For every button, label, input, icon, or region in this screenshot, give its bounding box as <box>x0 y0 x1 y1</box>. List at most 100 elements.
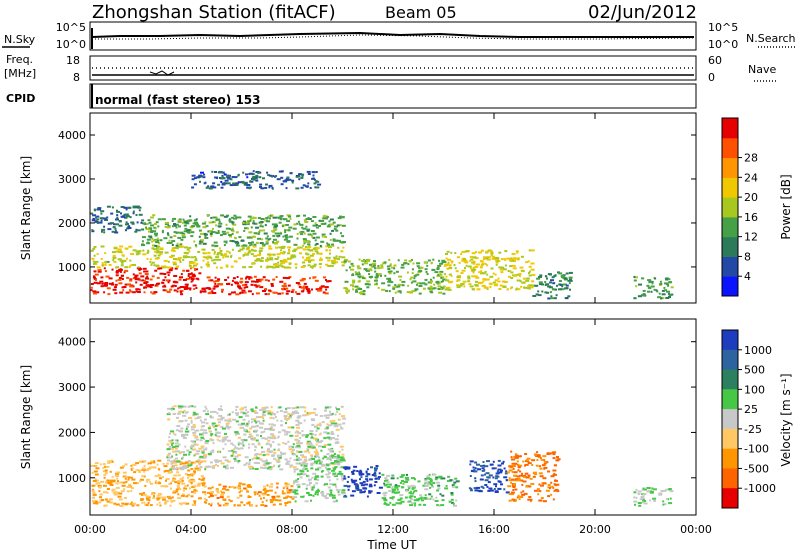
data-cell <box>200 241 204 243</box>
data-cell <box>482 461 485 463</box>
data-cell <box>470 487 473 490</box>
data-cell <box>556 490 560 493</box>
data-cell <box>357 271 360 274</box>
data-cell <box>103 473 107 476</box>
data-cell <box>391 489 395 492</box>
data-cell <box>247 227 249 230</box>
data-cell <box>167 418 171 421</box>
data-cell <box>92 502 96 505</box>
data-cell <box>327 243 331 246</box>
data-cell <box>188 231 191 234</box>
data-cell <box>258 231 261 234</box>
data-cell <box>237 485 241 488</box>
data-cell <box>293 248 298 251</box>
data-cell <box>98 490 101 493</box>
data-cell <box>359 491 363 494</box>
data-cell <box>194 269 197 271</box>
data-cell <box>247 484 251 486</box>
data-cell <box>437 487 441 490</box>
data-cell <box>175 231 178 234</box>
data-cell <box>530 498 533 501</box>
data-cell <box>257 237 261 240</box>
data-cell <box>483 278 488 281</box>
data-cell <box>286 460 291 463</box>
colorbar-tick-label: 4 <box>744 270 751 283</box>
data-cell <box>270 499 275 502</box>
data-cell <box>299 252 302 255</box>
data-cell <box>278 221 282 224</box>
data-cell <box>505 470 508 473</box>
data-cell <box>236 496 240 499</box>
data-cell <box>175 223 179 226</box>
data-cell <box>274 264 279 266</box>
data-cell <box>326 458 329 461</box>
data-cell <box>137 266 140 269</box>
data-cell <box>152 248 157 251</box>
data-cell <box>93 262 96 265</box>
data-cell <box>409 504 414 507</box>
data-cell <box>510 491 515 494</box>
data-cell <box>212 287 216 290</box>
time-axis-ticks: 00:00 04:00 08:00 12:00 16:00 20:00 00:00 <box>74 113 712 536</box>
data-cell <box>545 283 550 286</box>
data-cell <box>381 497 386 500</box>
data-cell <box>194 453 197 456</box>
data-cell <box>340 457 345 460</box>
data-cell <box>190 440 195 443</box>
data-cell <box>177 482 181 485</box>
data-cell <box>456 256 460 259</box>
data-cell <box>356 489 361 491</box>
data-cell <box>520 255 524 258</box>
data-cell <box>282 442 285 444</box>
data-cell <box>109 470 112 473</box>
data-cell <box>321 235 324 238</box>
data-cell <box>294 446 299 449</box>
data-cell <box>194 443 199 446</box>
data-cell <box>228 251 231 254</box>
data-cell <box>275 175 278 177</box>
data-cell <box>226 214 229 217</box>
data-cell <box>240 287 243 290</box>
data-cell <box>157 267 161 270</box>
data-cell <box>335 255 338 258</box>
data-cell <box>326 225 331 228</box>
data-cell <box>163 237 168 240</box>
data-cell <box>174 439 178 442</box>
data-cell <box>99 486 101 488</box>
data-cell <box>467 265 472 268</box>
colorbar-tick-label: -500 <box>744 462 769 475</box>
data-cell <box>347 290 349 293</box>
data-cell <box>370 265 373 268</box>
data-cell <box>288 250 291 253</box>
data-cell <box>262 177 265 180</box>
data-cell <box>302 285 306 288</box>
data-cell <box>296 247 300 250</box>
data-cell <box>269 214 273 217</box>
data-cell <box>115 286 117 289</box>
data-cell <box>202 290 207 293</box>
data-cell <box>170 462 173 465</box>
data-cell <box>222 447 225 450</box>
data-cell <box>123 286 127 288</box>
data-cell <box>254 493 257 496</box>
data-cell <box>254 449 257 452</box>
data-cell <box>149 236 153 239</box>
data-cell <box>312 236 316 239</box>
data-cell <box>216 253 220 256</box>
data-cell <box>303 406 307 409</box>
data-cell <box>341 477 345 480</box>
data-cell <box>250 276 253 279</box>
data-cell <box>103 225 106 228</box>
data-cell <box>456 276 461 279</box>
data-cell <box>175 244 179 247</box>
data-cell <box>198 497 202 500</box>
data-cell <box>318 219 322 222</box>
x-tick-label: 20:00 <box>579 523 611 536</box>
data-cell <box>315 453 318 456</box>
data-cell <box>515 453 517 456</box>
data-cell <box>257 254 261 257</box>
data-cell <box>434 500 439 502</box>
data-cell <box>515 288 518 291</box>
data-cell <box>271 413 276 415</box>
data-cell <box>319 460 323 463</box>
